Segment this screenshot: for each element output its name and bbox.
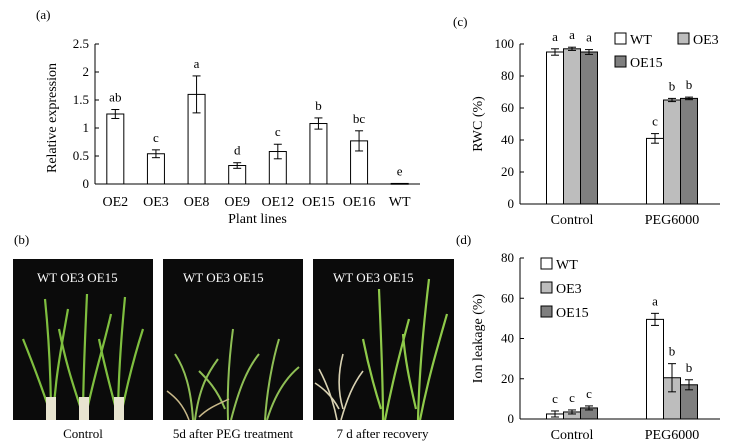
x-tick-label: OE8 xyxy=(184,195,210,210)
significance-letter: a xyxy=(652,293,658,308)
significance-letter: c xyxy=(586,386,592,401)
legend-label: WT xyxy=(630,33,652,48)
significance-letter: bc xyxy=(353,111,366,126)
legend-swatch xyxy=(614,32,627,45)
significance-letter: ab xyxy=(109,90,121,105)
plant-illustration-recovery xyxy=(314,278,449,420)
x-tick-label: OE15 xyxy=(302,195,335,210)
y-tick-label: 100 xyxy=(495,36,515,51)
photo-genotype-label: WT OE3 OE15 xyxy=(333,270,414,285)
y-tick-label: 60 xyxy=(501,290,514,305)
panel-a-letter: (a) xyxy=(36,7,51,22)
bar xyxy=(646,318,664,420)
significance-letter: b xyxy=(669,344,676,359)
photo-genotype-label: WT OE3 OE15 xyxy=(37,270,118,285)
significance-letter: c xyxy=(652,114,658,129)
x-tick-label: Control xyxy=(551,428,594,443)
legend-swatch xyxy=(540,281,553,294)
y-tick-label: 80 xyxy=(501,250,514,265)
panel-d-letter: (d) xyxy=(456,232,472,247)
y-tick-label: 40 xyxy=(501,132,514,147)
legend-swatch xyxy=(677,32,690,45)
plant-photo-peg: WT OE3 OE15 xyxy=(163,259,303,420)
significance-letter: a xyxy=(586,30,592,45)
photo-caption-control: Control xyxy=(63,426,103,441)
x-axis-title: Plant lines xyxy=(228,212,287,227)
significance-letter: b xyxy=(686,77,693,92)
y-tick-label: 80 xyxy=(501,68,514,83)
y-axis-title: Relative expression xyxy=(45,63,60,173)
x-tick-label: PEG6000 xyxy=(645,428,699,443)
significance-letter: c xyxy=(153,130,159,145)
y-tick-label: 60 xyxy=(501,100,514,115)
y-tick-label: 0 xyxy=(508,196,515,211)
significance-letter: b xyxy=(669,78,676,93)
x-tick-label: OE9 xyxy=(224,195,250,210)
legend-swatch xyxy=(540,305,553,318)
significance-letter: c xyxy=(569,390,575,405)
x-tick-label: OE16 xyxy=(343,195,376,210)
photo-caption-recovery: 7 d after recovery xyxy=(336,426,429,441)
y-tick-label: 0 xyxy=(83,176,90,191)
legend-swatch xyxy=(540,257,553,270)
y-tick-label: 1 xyxy=(83,120,90,135)
significance-letter: b xyxy=(315,98,322,113)
legend-label: OE3 xyxy=(693,33,719,48)
x-tick-label: Control xyxy=(551,213,594,228)
legend-swatch xyxy=(614,55,627,68)
y-axis-title: RWC (%) xyxy=(471,96,486,152)
significance-letter: c xyxy=(552,391,558,406)
significance-letter: a xyxy=(194,56,200,71)
x-tick-label: OE12 xyxy=(261,195,294,210)
significance-letter: a xyxy=(552,29,558,44)
significance-letter: c xyxy=(275,124,281,139)
plant-illustration-stressed xyxy=(166,328,300,420)
x-tick-label: PEG6000 xyxy=(645,213,699,228)
plant-photo-control: WT OE3 OE15 xyxy=(13,259,153,420)
panel-c-letter: (c) xyxy=(453,14,468,29)
y-tick-label: 20 xyxy=(501,371,514,386)
y-tick-label: 2 xyxy=(83,64,90,79)
x-tick-label: OE3 xyxy=(143,195,169,210)
y-tick-label: 40 xyxy=(501,331,514,346)
y-tick-label: 1.5 xyxy=(73,92,89,107)
panel-b-letter: (b) xyxy=(14,232,30,247)
significance-letter: e xyxy=(397,163,403,178)
y-tick-label: 0 xyxy=(508,411,515,426)
legend-label: WT xyxy=(556,258,578,273)
y-axis-title: Ion leakage (%) xyxy=(471,293,486,383)
significance-letter: d xyxy=(234,143,241,158)
x-tick-label: OE2 xyxy=(102,195,128,210)
legend-label: OE15 xyxy=(630,56,663,71)
bar xyxy=(390,182,409,185)
x-tick-label: WT xyxy=(389,195,411,210)
y-tick-label: 20 xyxy=(501,164,514,179)
photo-caption-peg: 5d after PEG treatment xyxy=(172,426,294,441)
photo-genotype-label: WT OE3 OE15 xyxy=(183,270,264,285)
y-tick-label: 0.5 xyxy=(73,148,89,163)
y-tick-label: 2.5 xyxy=(73,36,89,51)
plant-photo-recovery: WT OE3 OE15 xyxy=(313,259,454,420)
plant-illustration-healthy xyxy=(21,293,145,420)
legend-label: OE3 xyxy=(556,282,582,297)
significance-letter: a xyxy=(569,27,575,42)
legend-label: OE15 xyxy=(556,306,589,321)
significance-letter: b xyxy=(686,360,693,375)
